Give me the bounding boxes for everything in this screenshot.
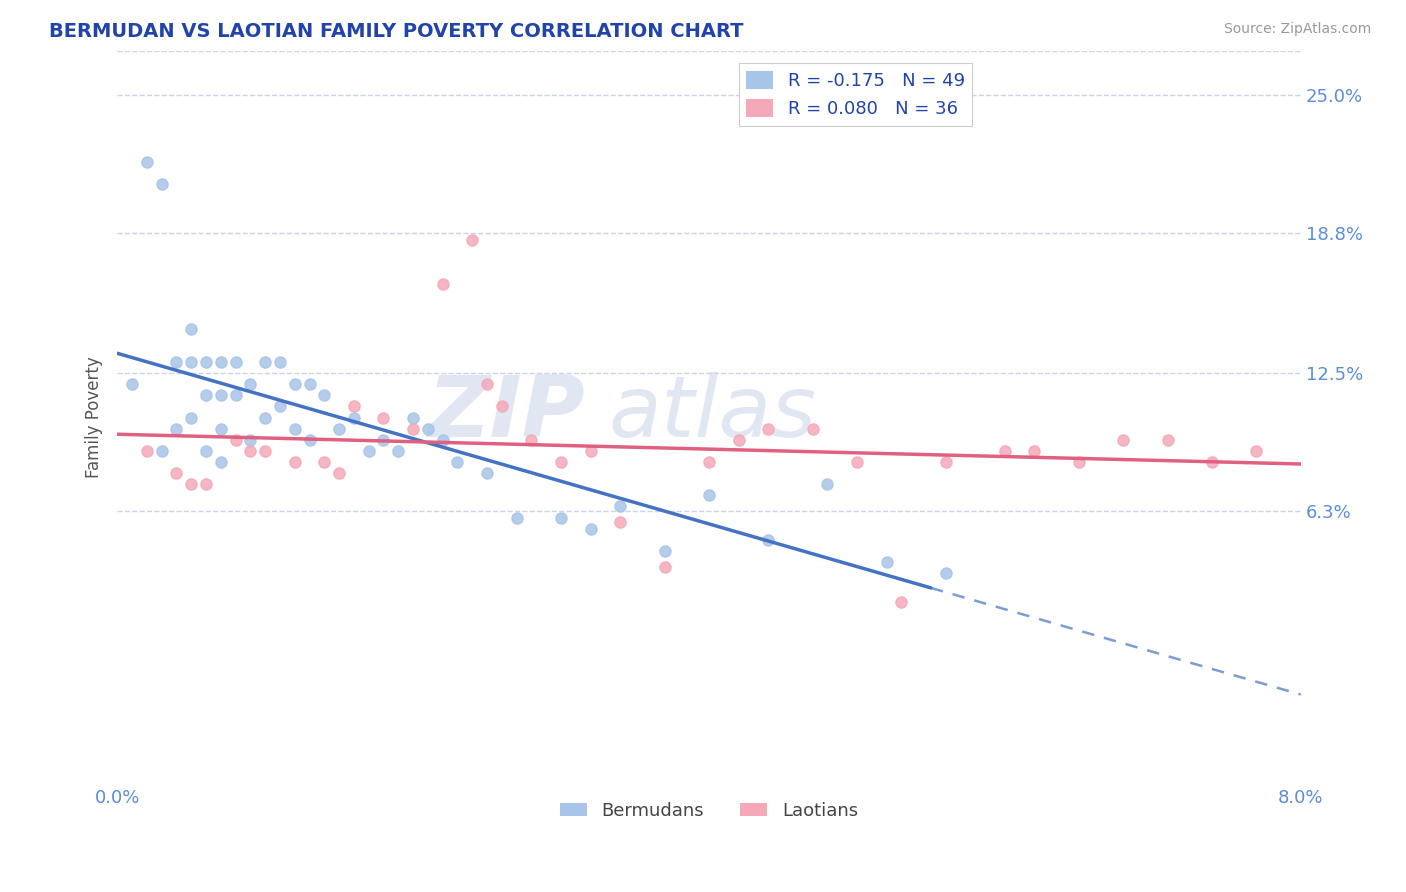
- Point: [150, 444, 173, 458]
- Point: [284, 377, 307, 392]
- Point: [697, 455, 720, 469]
- Point: [328, 422, 350, 436]
- Text: BERMUDAN VS LAOTIAN FAMILY POVERTY CORRELATION CHART: BERMUDAN VS LAOTIAN FAMILY POVERTY CORRE…: [49, 22, 744, 41]
- Point: [194, 355, 217, 369]
- Point: [165, 466, 187, 480]
- Point: [239, 377, 262, 392]
- Point: [194, 444, 217, 458]
- Point: [343, 400, 366, 414]
- Point: [225, 433, 247, 447]
- Point: [756, 533, 779, 547]
- Point: [135, 154, 157, 169]
- Point: [432, 433, 454, 447]
- Point: [1156, 433, 1178, 447]
- Point: [209, 355, 232, 369]
- Point: [1024, 444, 1046, 458]
- Point: [209, 455, 232, 469]
- Point: [298, 377, 321, 392]
- Point: [475, 377, 498, 392]
- Point: [284, 422, 307, 436]
- Point: [994, 444, 1017, 458]
- Point: [1067, 455, 1090, 469]
- Point: [298, 433, 321, 447]
- Point: [697, 488, 720, 502]
- Point: [180, 477, 202, 491]
- Point: [756, 422, 779, 436]
- Point: [1201, 455, 1223, 469]
- Point: [654, 559, 676, 574]
- Point: [402, 410, 425, 425]
- Point: [225, 355, 247, 369]
- Point: [121, 377, 143, 392]
- Point: [876, 555, 898, 569]
- Point: [727, 433, 749, 447]
- Point: [180, 410, 202, 425]
- Point: [890, 595, 912, 609]
- Point: [254, 355, 277, 369]
- Point: [165, 355, 187, 369]
- Point: [180, 321, 202, 335]
- Legend: Bermudans, Laotians: Bermudans, Laotians: [553, 794, 865, 827]
- Point: [254, 410, 277, 425]
- Point: [432, 277, 454, 292]
- Point: [314, 388, 336, 402]
- Point: [416, 422, 439, 436]
- Point: [446, 455, 468, 469]
- Point: [654, 544, 676, 558]
- Point: [165, 422, 187, 436]
- Point: [609, 500, 631, 514]
- Point: [491, 400, 513, 414]
- Point: [194, 477, 217, 491]
- Point: [520, 433, 543, 447]
- Point: [135, 444, 157, 458]
- Point: [579, 444, 602, 458]
- Point: [328, 466, 350, 480]
- Point: [209, 422, 232, 436]
- Point: [609, 515, 631, 529]
- Point: [269, 400, 291, 414]
- Text: ZIP: ZIP: [427, 372, 585, 456]
- Point: [461, 233, 484, 247]
- Point: [194, 388, 217, 402]
- Point: [550, 510, 572, 524]
- Point: [373, 410, 395, 425]
- Point: [845, 455, 868, 469]
- Point: [1246, 444, 1268, 458]
- Point: [373, 433, 395, 447]
- Point: [239, 433, 262, 447]
- Point: [505, 510, 527, 524]
- Point: [225, 388, 247, 402]
- Point: [387, 444, 409, 458]
- Point: [343, 410, 366, 425]
- Point: [579, 522, 602, 536]
- Point: [815, 477, 838, 491]
- Y-axis label: Family Poverty: Family Poverty: [86, 357, 103, 478]
- Point: [935, 455, 957, 469]
- Point: [254, 444, 277, 458]
- Point: [239, 444, 262, 458]
- Point: [550, 455, 572, 469]
- Text: Source: ZipAtlas.com: Source: ZipAtlas.com: [1223, 22, 1371, 37]
- Text: atlas: atlas: [609, 372, 817, 456]
- Point: [935, 566, 957, 581]
- Point: [284, 455, 307, 469]
- Point: [269, 355, 291, 369]
- Point: [801, 422, 824, 436]
- Point: [180, 355, 202, 369]
- Point: [150, 177, 173, 191]
- Point: [475, 466, 498, 480]
- Point: [357, 444, 380, 458]
- Point: [314, 455, 336, 469]
- Point: [1112, 433, 1135, 447]
- Point: [209, 388, 232, 402]
- Point: [402, 422, 425, 436]
